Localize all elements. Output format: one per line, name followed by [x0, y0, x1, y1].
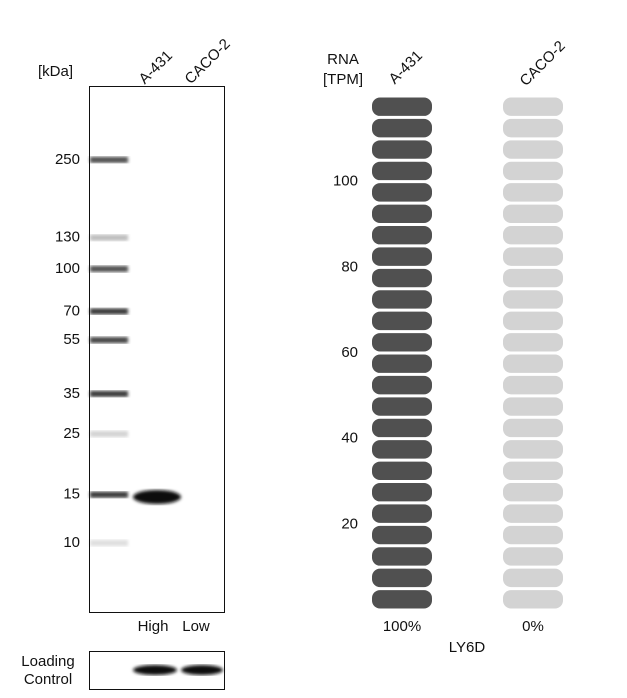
- pill: [372, 504, 432, 523]
- ladder-band: [90, 491, 128, 498]
- loading-band: [181, 665, 223, 675]
- marker-label: 55: [63, 331, 80, 348]
- marker-label: 25: [63, 425, 80, 442]
- pill: [503, 504, 563, 523]
- pill: [372, 525, 432, 545]
- marker-label: 100: [55, 260, 80, 277]
- gene-label: LY6D: [449, 639, 486, 656]
- loading-label: Control: [24, 671, 72, 688]
- lane-label: A-431: [136, 47, 176, 87]
- pill: [372, 461, 432, 480]
- pill: [372, 183, 432, 202]
- marker-label: 35: [63, 385, 80, 402]
- pill: [372, 226, 432, 245]
- pill: [503, 590, 563, 609]
- pill: [503, 204, 563, 223]
- pill: [503, 226, 563, 245]
- pill: [503, 183, 563, 202]
- value-label: 0%: [522, 618, 544, 635]
- ladder-band: [90, 265, 128, 272]
- y-label: RNA: [327, 51, 359, 68]
- ladder-band: [90, 430, 128, 437]
- category-label: CACO-2: [517, 38, 569, 90]
- ladder-band: [90, 308, 128, 315]
- y-tick-label: 40: [341, 430, 358, 447]
- pill: [503, 547, 563, 566]
- pill: [372, 290, 432, 309]
- pill: [503, 97, 563, 116]
- pill: [503, 354, 563, 373]
- pill-column: [372, 97, 432, 609]
- marker-label: 130: [55, 229, 80, 246]
- ladder-band: [90, 337, 128, 344]
- pill: [503, 290, 563, 309]
- blot-frame: [89, 86, 225, 613]
- ladder-band: [90, 539, 128, 546]
- pill: [503, 461, 563, 480]
- pill: [503, 568, 563, 588]
- pill: [503, 397, 563, 416]
- pill: [503, 140, 563, 159]
- y-label: [TPM]: [323, 71, 363, 88]
- pill: [372, 333, 432, 352]
- loading-band: [133, 665, 177, 675]
- marker-label: 70: [63, 302, 80, 319]
- ladder-band: [90, 156, 128, 163]
- pill: [503, 268, 563, 288]
- pill: [372, 397, 432, 416]
- pill: [372, 483, 432, 502]
- pill: [372, 590, 432, 609]
- blot-band: [133, 490, 181, 504]
- pill: [372, 568, 432, 588]
- pill: [372, 247, 432, 266]
- unit-label: [kDa]: [38, 63, 73, 80]
- pill: [503, 247, 563, 266]
- pill: [372, 204, 432, 223]
- pill: [372, 354, 432, 373]
- pill: [503, 440, 563, 459]
- pill: [503, 311, 563, 331]
- pill: [503, 483, 563, 502]
- pill: [372, 118, 432, 138]
- marker-label: 15: [63, 486, 80, 503]
- pill: [372, 547, 432, 566]
- pill: [503, 375, 563, 395]
- pill: [503, 418, 563, 438]
- ladder-band: [90, 390, 128, 397]
- y-tick-label: 80: [341, 258, 358, 275]
- pill: [503, 333, 563, 352]
- marker-label: 250: [55, 151, 80, 168]
- pill-column: [503, 97, 563, 609]
- y-tick-label: 60: [341, 344, 358, 361]
- lane-label: CACO-2: [182, 36, 234, 88]
- ladder-band: [90, 234, 128, 241]
- value-label: 100%: [383, 618, 421, 635]
- pill: [372, 311, 432, 331]
- pill: [372, 140, 432, 159]
- pill: [372, 97, 432, 116]
- category-label: A-431: [386, 47, 426, 87]
- pill: [503, 525, 563, 545]
- pill: [372, 418, 432, 438]
- pill: [503, 161, 563, 181]
- marker-label: 10: [63, 534, 80, 551]
- pill: [372, 440, 432, 459]
- pill: [372, 268, 432, 288]
- y-tick-label: 20: [341, 515, 358, 532]
- loading-label: Loading: [21, 653, 74, 670]
- pill: [372, 161, 432, 181]
- level-label: High: [138, 618, 169, 635]
- level-label: Low: [182, 618, 210, 635]
- pill: [372, 375, 432, 395]
- pill: [503, 118, 563, 138]
- y-tick-label: 100: [333, 173, 358, 190]
